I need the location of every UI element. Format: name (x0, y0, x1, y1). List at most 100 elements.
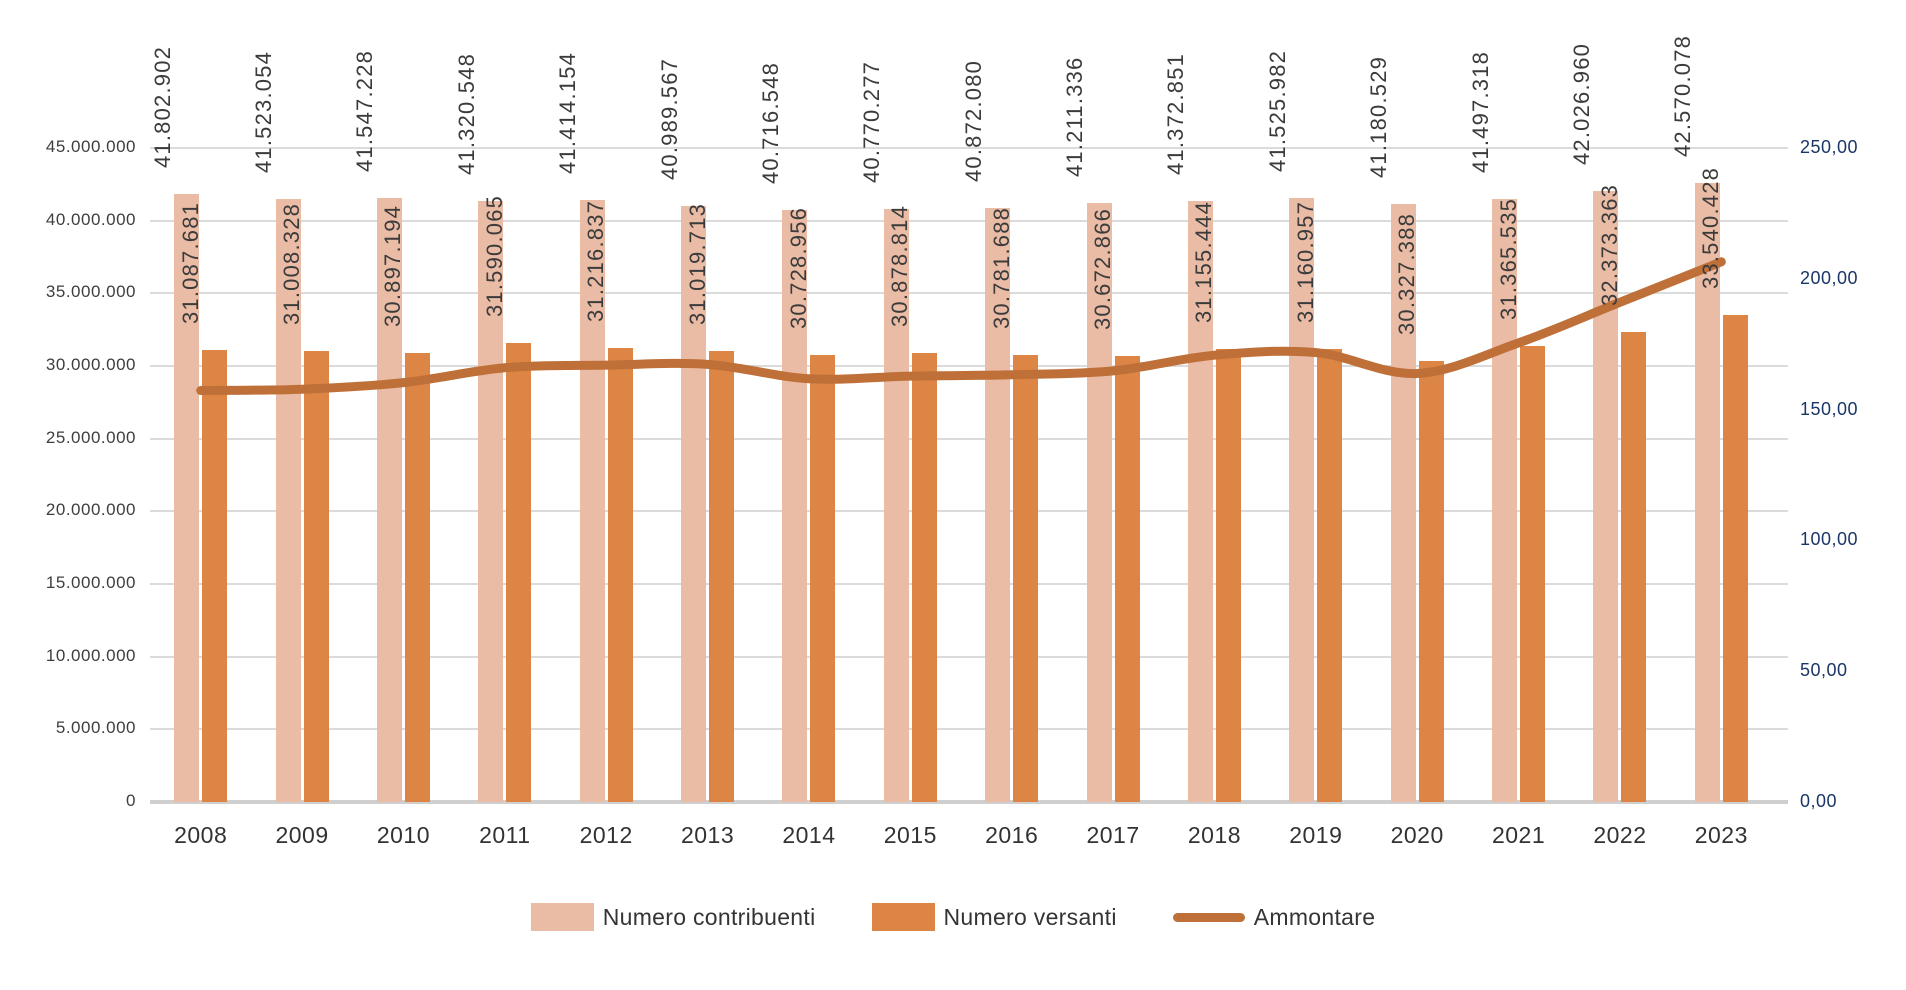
bar-numero-contribuenti (174, 194, 200, 802)
bar-label-versanti: 32.373.363 (1596, 183, 1622, 306)
bar-numero-contribuenti (1492, 198, 1518, 802)
gridline (150, 219, 1788, 222)
x-axis-label: 2013 (680, 822, 735, 848)
gridline (150, 365, 1788, 367)
bar-numero-contribuenti (1694, 183, 1720, 802)
bar-label-contribuenti: 40.872.080 (960, 59, 986, 182)
y-axis-label-left: 25.000.000 (45, 427, 136, 447)
bar-numero-versanti (1418, 361, 1444, 802)
legend-item-ammontare[interactable]: Ammontare (1172, 904, 1376, 931)
y-axis-label-right: 150,00 (1800, 398, 1859, 419)
y-axis-label-left: 35.000.000 (45, 282, 136, 302)
bar-numero-versanti (1520, 346, 1546, 802)
ammontare-line (196, 257, 1726, 396)
bar-label-contribuenti: 41.547.228 (352, 50, 378, 173)
y-axis-label-left: 20.000.000 (45, 500, 136, 520)
bar-label-versanti: 31.590.065 (481, 194, 507, 317)
bar-numero-versanti (506, 342, 532, 802)
bar-numero-contribuenti (883, 209, 909, 802)
bar-label-contribuenti: 40.770.277 (859, 61, 885, 184)
y-axis-label-right: 100,00 (1800, 529, 1859, 550)
y-axis-label-right: 50,00 (1800, 660, 1848, 681)
gridline (150, 655, 1788, 658)
y-axis-label-right: 0,00 (1800, 791, 1838, 811)
y-axis-label-right: 200,00 (1800, 267, 1859, 288)
x-axis-label: 2019 (1289, 822, 1343, 848)
bar-label-versanti: 30.728.956 (785, 207, 811, 330)
bar-label-contribuenti: 41.525.982 (1264, 50, 1290, 173)
bar-label-versanti: 30.781.688 (988, 206, 1014, 329)
bar-numero-versanti (709, 351, 735, 802)
bar-label-contribuenti: 41.802.902 (149, 46, 175, 169)
bar-label-versanti: 33.540.428 (1698, 166, 1724, 289)
bar-numero-versanti (911, 353, 937, 802)
bar-numero-contribuenti (275, 198, 301, 802)
gridline (150, 583, 1788, 585)
y-axis-label-left: 40.000.000 (45, 209, 136, 229)
bar-numero-versanti (1722, 314, 1748, 802)
bar-label-versanti: 31.365.535 (1495, 198, 1521, 321)
bar-numero-contribuenti (782, 210, 808, 802)
bar-numero-versanti (1215, 349, 1241, 802)
x-axis-baseline (150, 800, 1788, 804)
y-axis-label-left: 10.000.000 (45, 645, 136, 665)
x-axis-label: 2012 (579, 822, 633, 848)
x-axis-label: 2023 (1694, 822, 1748, 848)
bar-label-contribuenti: 40.716.548 (757, 62, 783, 185)
bar-label-versanti: 31.008.328 (279, 203, 305, 326)
bar-label-contribuenti: 41.414.154 (555, 52, 581, 175)
x-axis-label: 2015 (883, 822, 937, 848)
bar-numero-contribuenti (1593, 191, 1619, 802)
bar-numero-versanti (810, 355, 836, 802)
bar-label-contribuenti: 40.989.567 (656, 58, 682, 181)
x-axis-label: 2020 (1390, 822, 1444, 848)
bar-numero-versanti (607, 348, 633, 802)
bar-label-contribuenti: 41.211.336 (1062, 56, 1088, 178)
legend-item-numero-versanti[interactable]: Numero versanti (871, 903, 1117, 931)
bar-numero-contribuenti (985, 207, 1011, 802)
bar-label-versanti: 31.019.713 (684, 203, 710, 326)
legend-swatch-ammontare-icon (1172, 912, 1245, 922)
y-axis-label-left: 45.000.000 (45, 137, 136, 156)
bar-label-contribuenti: 42.570.078 (1670, 35, 1696, 158)
bar-label-versanti: 31.087.681 (177, 202, 203, 325)
bar-numero-versanti (1621, 331, 1647, 802)
y-axis-label-left: 0 (126, 791, 136, 810)
bar-label-contribuenti: 41.320.548 (453, 53, 479, 176)
bar-numero-contribuenti (478, 201, 504, 802)
bar-label-contribuenti: 42.026.960 (1568, 43, 1594, 166)
x-axis-label: 2010 (376, 822, 431, 848)
bar-numero-contribuenti (579, 200, 605, 802)
bar-numero-versanti (303, 351, 329, 802)
y-axis-label-left: 30.000.000 (45, 355, 136, 374)
bar-numero-versanti (1114, 356, 1140, 802)
legend-swatch-contribuenti-icon (530, 903, 594, 931)
bar-numero-contribuenti (1187, 200, 1213, 802)
x-axis-label: 2008 (174, 822, 228, 848)
legend-label-versanti: Numero versanti (943, 903, 1117, 930)
bar-label-versanti: 31.160.957 (1292, 201, 1318, 324)
gridline (150, 728, 1788, 731)
legend-item-numero-contribuenti[interactable]: Numero contribuenti (530, 903, 816, 931)
bar-numero-versanti (404, 352, 430, 802)
x-axis-label: 2011 (479, 822, 531, 848)
bar-label-versanti: 30.897.194 (380, 204, 406, 327)
legend-swatch-versanti-icon (871, 903, 935, 931)
bar-numero-contribuenti (681, 206, 707, 802)
bar-numero-contribuenti (1289, 198, 1315, 802)
bar-numero-versanti (1317, 349, 1343, 802)
bar-numero-contribuenti (1390, 203, 1416, 802)
x-axis-label: 2022 (1593, 822, 1647, 848)
bar-label-versanti: 30.878.814 (887, 205, 913, 328)
gridline (150, 292, 1788, 295)
bar-label-contribuenti: 41.523.054 (251, 50, 277, 173)
gridline (150, 437, 1788, 440)
gridline (150, 147, 1788, 149)
bar-label-contribuenti: 41.180.529 (1366, 55, 1392, 178)
legend: Numero contribuenti Numero versanti Ammo… (0, 903, 1906, 931)
x-axis-label: 2021 (1491, 822, 1546, 848)
x-axis-label: 2016 (985, 822, 1039, 848)
bar-label-versanti: 30.672.866 (1090, 208, 1116, 331)
